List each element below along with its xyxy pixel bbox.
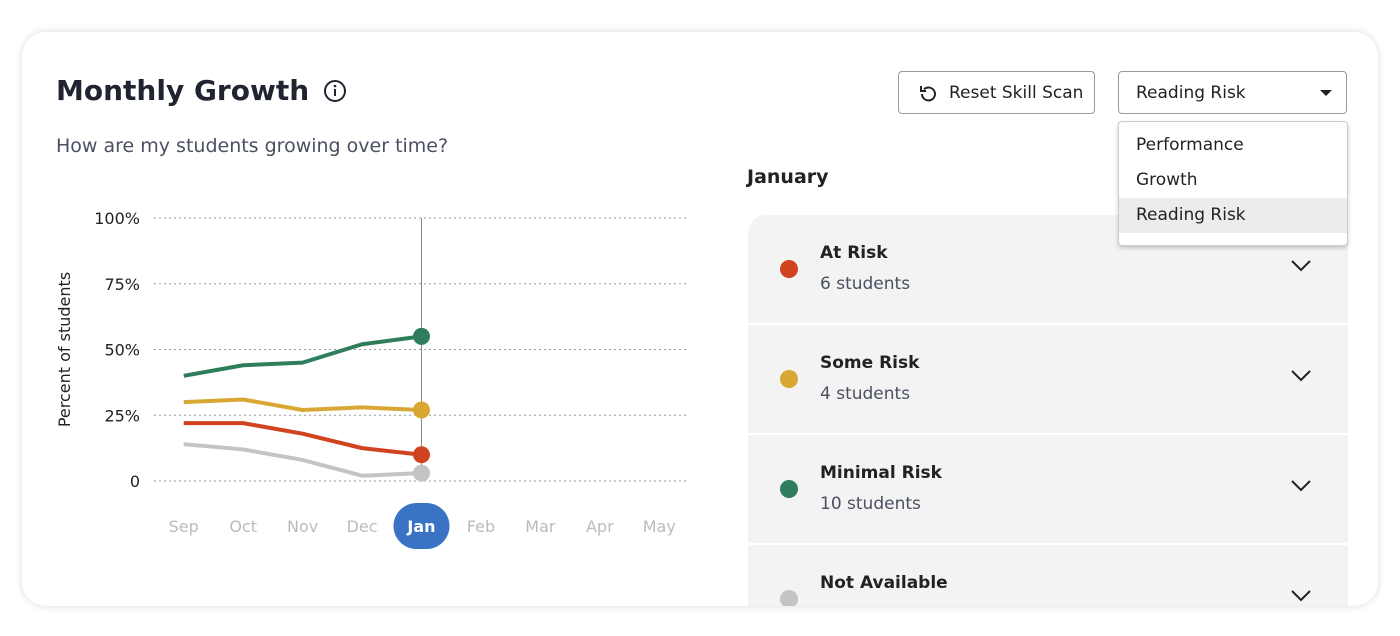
risk-count: 6 students: [820, 274, 911, 294]
y-axis-label: Percent of students: [55, 272, 74, 427]
risk-name: Some Risk: [820, 353, 920, 373]
reset-label: Reset Skill Scan: [949, 83, 1084, 103]
series-line: [183, 397, 422, 412]
risk-item[interactable]: Minimal Risk 10 students: [748, 435, 1348, 543]
x-tick-label[interactable]: Feb: [467, 517, 495, 536]
risk-count: 4 students: [820, 384, 911, 404]
dropdown-value: Reading Risk: [1136, 83, 1246, 103]
dropdown-option[interactable]: Growth: [1136, 170, 1198, 190]
risk-item[interactable]: Some Risk 4 students: [748, 325, 1348, 433]
y-tick-label: 100%: [94, 209, 140, 228]
reset-icon: [920, 86, 936, 102]
risk-name: At Risk: [820, 243, 888, 263]
chevron[interactable]: [1290, 479, 1312, 493]
chevron-path: [1291, 260, 1311, 272]
selected-pill: [393, 503, 450, 549]
chevron-path: [1291, 480, 1311, 492]
title-text: Monthly Growth: [56, 74, 310, 107]
risk-item[interactable]: Not Available: [748, 545, 1348, 606]
risk-count: 10 students: [820, 494, 921, 514]
x-tick-label[interactable]: Nov: [287, 517, 318, 536]
series-line: [183, 334, 422, 378]
series-line: [183, 442, 422, 478]
y-tick-label: 25%: [104, 406, 140, 425]
risk-dot: [780, 370, 798, 388]
title: Monthly Growth: [56, 74, 347, 107]
chart: Percent of students 0 25% 50% 75% 100% Sep Oct…: [55, 209, 689, 549]
info-icon[interactable]: [323, 79, 347, 103]
y-tick-label: 75%: [104, 275, 140, 294]
x-tick-label[interactable]: Oct: [229, 517, 257, 536]
risk-dot: [780, 260, 798, 278]
reset-button[interactable]: Reset Skill Scan: [898, 71, 1095, 114]
card: Monthly Growth How are my students growi…: [22, 32, 1378, 606]
chevron-path: [1291, 590, 1311, 602]
x-tick-label[interactable]: Mar: [525, 517, 556, 536]
risk-name: Minimal Risk: [820, 463, 942, 483]
caret: [1320, 90, 1332, 96]
dropdown-menu: Performance Growth Reading Risk: [1118, 121, 1348, 246]
risk-dot: [780, 590, 798, 606]
y-tick-label: 0: [130, 472, 140, 491]
dropdown[interactable]: Reading Risk: [1118, 71, 1347, 114]
series-line: [183, 421, 422, 457]
subtitle: How are my students growing over time?: [56, 135, 449, 157]
chevron[interactable]: [1290, 589, 1312, 603]
chevron[interactable]: [1290, 369, 1312, 383]
risk-name: Not Available: [820, 573, 948, 593]
dropdown-option[interactable]: Reading Risk: [1119, 198, 1347, 233]
x-tick-label[interactable]: May: [643, 517, 676, 536]
x-tick-label[interactable]: Dec: [347, 517, 378, 536]
x-tick-label[interactable]: Apr: [586, 517, 614, 536]
point: [413, 464, 430, 482]
x-tick-label[interactable]: Jan: [406, 517, 435, 536]
chevron[interactable]: [1290, 259, 1312, 273]
y-tick-label: 50%: [104, 341, 140, 360]
risk-dot: [780, 480, 798, 498]
point: [413, 401, 430, 419]
chevron-path: [1291, 370, 1311, 382]
dropdown-option[interactable]: Performance: [1136, 135, 1244, 155]
point: [413, 327, 430, 345]
point: [413, 446, 430, 464]
x-tick-label[interactable]: Sep: [169, 517, 199, 536]
month-heading: January: [747, 166, 829, 188]
